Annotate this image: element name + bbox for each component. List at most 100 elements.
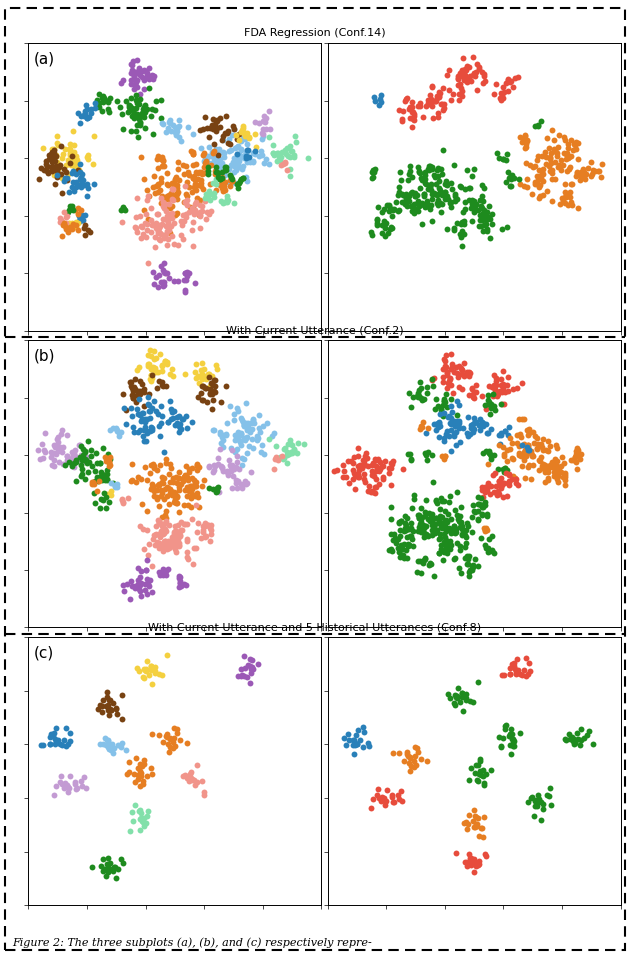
Point <box>81 228 91 243</box>
Point <box>144 371 154 386</box>
Point <box>520 139 530 154</box>
Point <box>151 239 161 254</box>
Point <box>201 212 211 227</box>
Point <box>169 190 179 205</box>
Point <box>438 544 449 559</box>
Point <box>472 503 483 518</box>
Point <box>435 526 445 541</box>
Point <box>285 138 295 153</box>
Point <box>384 198 394 214</box>
Point <box>132 65 142 80</box>
Point <box>152 151 163 167</box>
Point <box>490 381 500 397</box>
Point <box>413 523 423 538</box>
Point <box>421 425 431 441</box>
Point <box>541 149 551 165</box>
Point <box>474 218 484 234</box>
Point <box>398 547 408 562</box>
Point <box>478 497 488 513</box>
Point <box>186 486 197 501</box>
Point <box>181 206 191 221</box>
Point <box>404 167 415 182</box>
Point <box>54 454 64 469</box>
Point <box>82 189 92 204</box>
Point <box>205 203 215 218</box>
Point <box>446 525 456 540</box>
Point <box>139 671 149 686</box>
Point <box>443 192 453 207</box>
Point <box>499 397 509 412</box>
Point <box>51 439 61 454</box>
Point <box>190 489 200 504</box>
Point <box>220 168 231 183</box>
Point <box>546 155 556 171</box>
Point <box>570 137 580 152</box>
Point <box>219 178 229 194</box>
Point <box>142 193 152 208</box>
Point <box>106 741 116 757</box>
Point <box>458 421 468 436</box>
Point <box>343 727 353 742</box>
Point <box>157 524 167 539</box>
Point <box>409 206 419 221</box>
Point <box>178 214 188 229</box>
Point <box>444 81 454 97</box>
Point <box>512 428 522 444</box>
Point <box>66 733 76 748</box>
Point <box>167 404 177 420</box>
Point <box>176 227 186 242</box>
Point <box>340 730 350 745</box>
Point <box>386 477 396 492</box>
Point <box>177 411 187 426</box>
Point <box>248 661 258 676</box>
Point <box>469 416 479 431</box>
Point <box>55 774 65 789</box>
Point <box>464 365 474 380</box>
Point <box>465 180 475 195</box>
Point <box>507 726 517 741</box>
Point <box>370 480 380 495</box>
Point <box>87 859 97 875</box>
Point <box>484 378 494 394</box>
Point <box>467 196 478 212</box>
Point <box>536 114 546 129</box>
Point <box>542 183 552 198</box>
Point <box>154 727 164 742</box>
Point <box>407 198 417 214</box>
Point <box>526 445 536 461</box>
Point <box>424 197 434 213</box>
Point <box>515 426 525 442</box>
Point <box>134 392 144 407</box>
Point <box>135 108 146 124</box>
Point <box>250 126 260 142</box>
Point <box>67 216 77 231</box>
Point <box>498 376 508 392</box>
Point <box>128 390 138 405</box>
Point <box>274 149 284 165</box>
Point <box>353 448 363 464</box>
Point <box>104 459 114 474</box>
Text: Figure 2: The three subplots (a), (b), and (c) respectively repre-: Figure 2: The three subplots (a), (b), a… <box>13 938 372 948</box>
Point <box>155 347 165 362</box>
Point <box>457 685 467 700</box>
Point <box>112 477 122 492</box>
Point <box>357 452 367 468</box>
Point <box>349 746 359 762</box>
Point <box>435 204 445 219</box>
Point <box>495 486 505 501</box>
Point <box>74 438 84 453</box>
Point <box>182 174 192 190</box>
Point <box>386 541 396 557</box>
Point <box>80 451 90 467</box>
Point <box>153 406 163 422</box>
Point <box>148 217 158 232</box>
Point <box>478 490 488 505</box>
Point <box>103 446 113 462</box>
Point <box>367 464 377 479</box>
Point <box>125 400 135 416</box>
Point <box>77 452 88 468</box>
Point <box>59 161 69 176</box>
Point <box>207 157 217 172</box>
Point <box>76 457 86 472</box>
Point <box>573 442 583 457</box>
